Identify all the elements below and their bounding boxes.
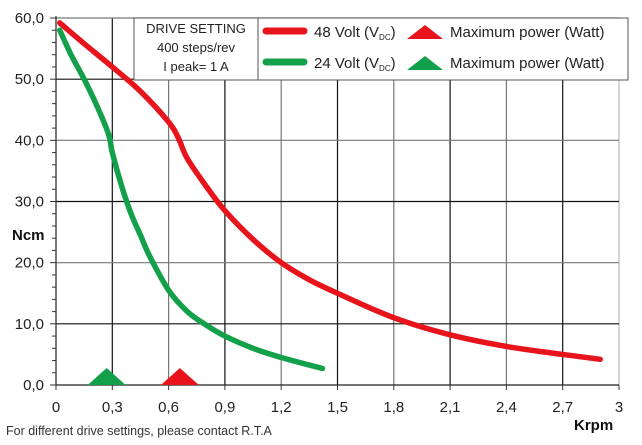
max-power-marker-24v (87, 368, 126, 385)
series-line-48v (57, 20, 603, 363)
x-tick-label: 1,5 (327, 399, 348, 416)
max-power-marker-48v (160, 368, 199, 385)
legend-label-24v: 24 Volt (VDC) (314, 55, 396, 73)
x-tick-labels: 0 0,3 0,6 0,9 1,2 1,5 1,8 2,1 2,4 2,7 3 (52, 399, 623, 416)
drive-setting-title: DRIVE SETTING (146, 21, 246, 36)
legend-box: DRIVE SETTING 400 steps/rev I peak= 1 A … (133, 17, 629, 81)
x-tick-label: 0 (52, 399, 60, 416)
x-axis-label: Krpm (574, 417, 613, 434)
y-tick-label: 30,0 (15, 194, 44, 211)
x-tick-label: 1,2 (271, 399, 292, 416)
legend-triangle-green (407, 56, 443, 70)
x-tick-label: 2,4 (496, 399, 517, 416)
x-tick-label: 3 (615, 399, 623, 416)
y-tick-label: 60,0 (15, 10, 44, 27)
y-tick-label: 40,0 (15, 132, 44, 149)
y-tick-label: 0,0 (23, 377, 44, 394)
legend-max-power-48v: Maximum power (Watt) (450, 24, 604, 41)
legend-label-48v: 48 Volt (VDC) (314, 24, 396, 42)
legend-max-power-24v: Maximum power (Watt) (450, 55, 604, 72)
drive-setting-current: I peak= 1 A (163, 59, 229, 74)
x-tick-label: 1,8 (383, 399, 404, 416)
y-tick-labels: 0,0 10,0 20,0 30,0 40,0 50,0 60,0 (15, 10, 44, 394)
x-tick-label: 2,1 (440, 399, 461, 416)
y-axis-label: Ncm (12, 227, 45, 244)
x-tick-label: 2,7 (552, 399, 573, 416)
legend-triangle-red (407, 25, 443, 39)
series-group (57, 20, 603, 372)
drive-setting-steps: 400 steps/rev (157, 40, 236, 55)
y-tick-label: 10,0 (15, 316, 44, 333)
max-power-markers (87, 368, 199, 385)
x-tick-label: 0,6 (158, 399, 179, 416)
axes (50, 16, 620, 390)
footnote: For different drive settings, please con… (6, 424, 273, 438)
x-tick-label: 0,9 (214, 399, 235, 416)
series-line-24v (57, 27, 326, 372)
y-tick-label: 50,0 (15, 71, 44, 88)
x-tick-label: 0,3 (102, 399, 123, 416)
y-tick-label: 20,0 (15, 255, 44, 272)
